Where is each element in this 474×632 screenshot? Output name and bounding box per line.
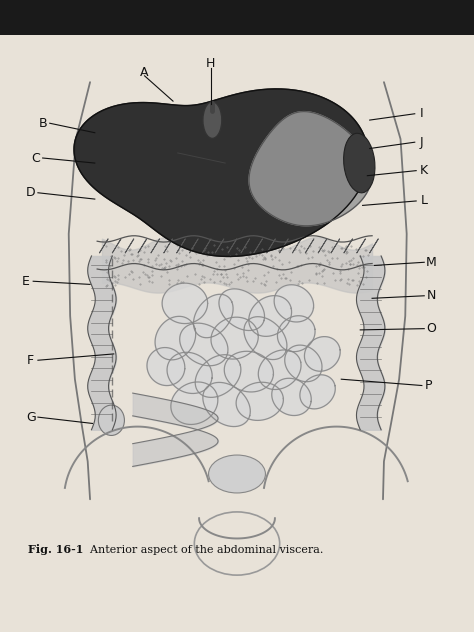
Text: Fig. 16-1: Fig. 16-1	[28, 544, 84, 556]
Polygon shape	[164, 239, 173, 253]
Ellipse shape	[99, 405, 124, 435]
Text: L: L	[421, 195, 428, 207]
Polygon shape	[304, 337, 340, 371]
Text: F: F	[27, 354, 35, 367]
Text: N: N	[427, 289, 436, 302]
Text: B: B	[38, 117, 47, 130]
Polygon shape	[100, 239, 108, 253]
Polygon shape	[249, 112, 372, 226]
Polygon shape	[318, 239, 327, 253]
Polygon shape	[224, 351, 273, 392]
Text: K: K	[420, 164, 428, 177]
Polygon shape	[244, 317, 287, 360]
Polygon shape	[249, 296, 292, 336]
Text: A: A	[140, 66, 149, 79]
Text: E: E	[22, 275, 30, 288]
Bar	[0, 0, 474, 35]
Polygon shape	[112, 239, 121, 253]
Polygon shape	[331, 239, 340, 253]
Polygon shape	[254, 239, 263, 253]
Polygon shape	[228, 239, 237, 253]
Polygon shape	[277, 316, 315, 351]
Polygon shape	[241, 239, 250, 253]
Polygon shape	[292, 239, 301, 253]
Polygon shape	[370, 239, 378, 253]
Polygon shape	[162, 283, 208, 324]
Polygon shape	[74, 89, 368, 257]
Polygon shape	[167, 352, 212, 394]
Polygon shape	[274, 285, 314, 322]
Polygon shape	[219, 289, 264, 331]
Text: Anterior aspect of the abdominal viscera.: Anterior aspect of the abdominal viscera…	[83, 545, 323, 555]
Polygon shape	[300, 375, 335, 409]
Polygon shape	[177, 239, 185, 253]
Polygon shape	[147, 348, 185, 386]
Polygon shape	[357, 239, 365, 253]
Text: P: P	[425, 379, 433, 392]
Polygon shape	[138, 239, 146, 253]
Ellipse shape	[209, 455, 265, 493]
Text: C: C	[31, 152, 40, 164]
Polygon shape	[193, 295, 233, 337]
Polygon shape	[285, 345, 322, 382]
Text: H: H	[206, 57, 216, 70]
Polygon shape	[211, 317, 258, 359]
Text: O: O	[427, 322, 436, 335]
Polygon shape	[180, 323, 228, 366]
Polygon shape	[267, 239, 275, 253]
Polygon shape	[190, 239, 198, 253]
Polygon shape	[151, 239, 160, 253]
Polygon shape	[305, 239, 314, 253]
Text: M: M	[426, 256, 437, 269]
Polygon shape	[215, 239, 224, 253]
Ellipse shape	[344, 133, 375, 193]
Polygon shape	[195, 355, 241, 398]
Text: G: G	[26, 411, 36, 423]
Polygon shape	[272, 379, 311, 415]
Polygon shape	[258, 350, 301, 389]
Polygon shape	[236, 382, 283, 420]
Polygon shape	[125, 239, 134, 253]
Polygon shape	[202, 239, 211, 253]
Polygon shape	[155, 317, 196, 360]
Text: D: D	[26, 186, 36, 199]
Polygon shape	[171, 382, 218, 425]
Polygon shape	[280, 239, 288, 253]
Text: J: J	[420, 136, 424, 149]
Polygon shape	[203, 382, 250, 427]
Text: I: I	[420, 107, 424, 120]
Ellipse shape	[203, 102, 222, 138]
Polygon shape	[344, 239, 353, 253]
